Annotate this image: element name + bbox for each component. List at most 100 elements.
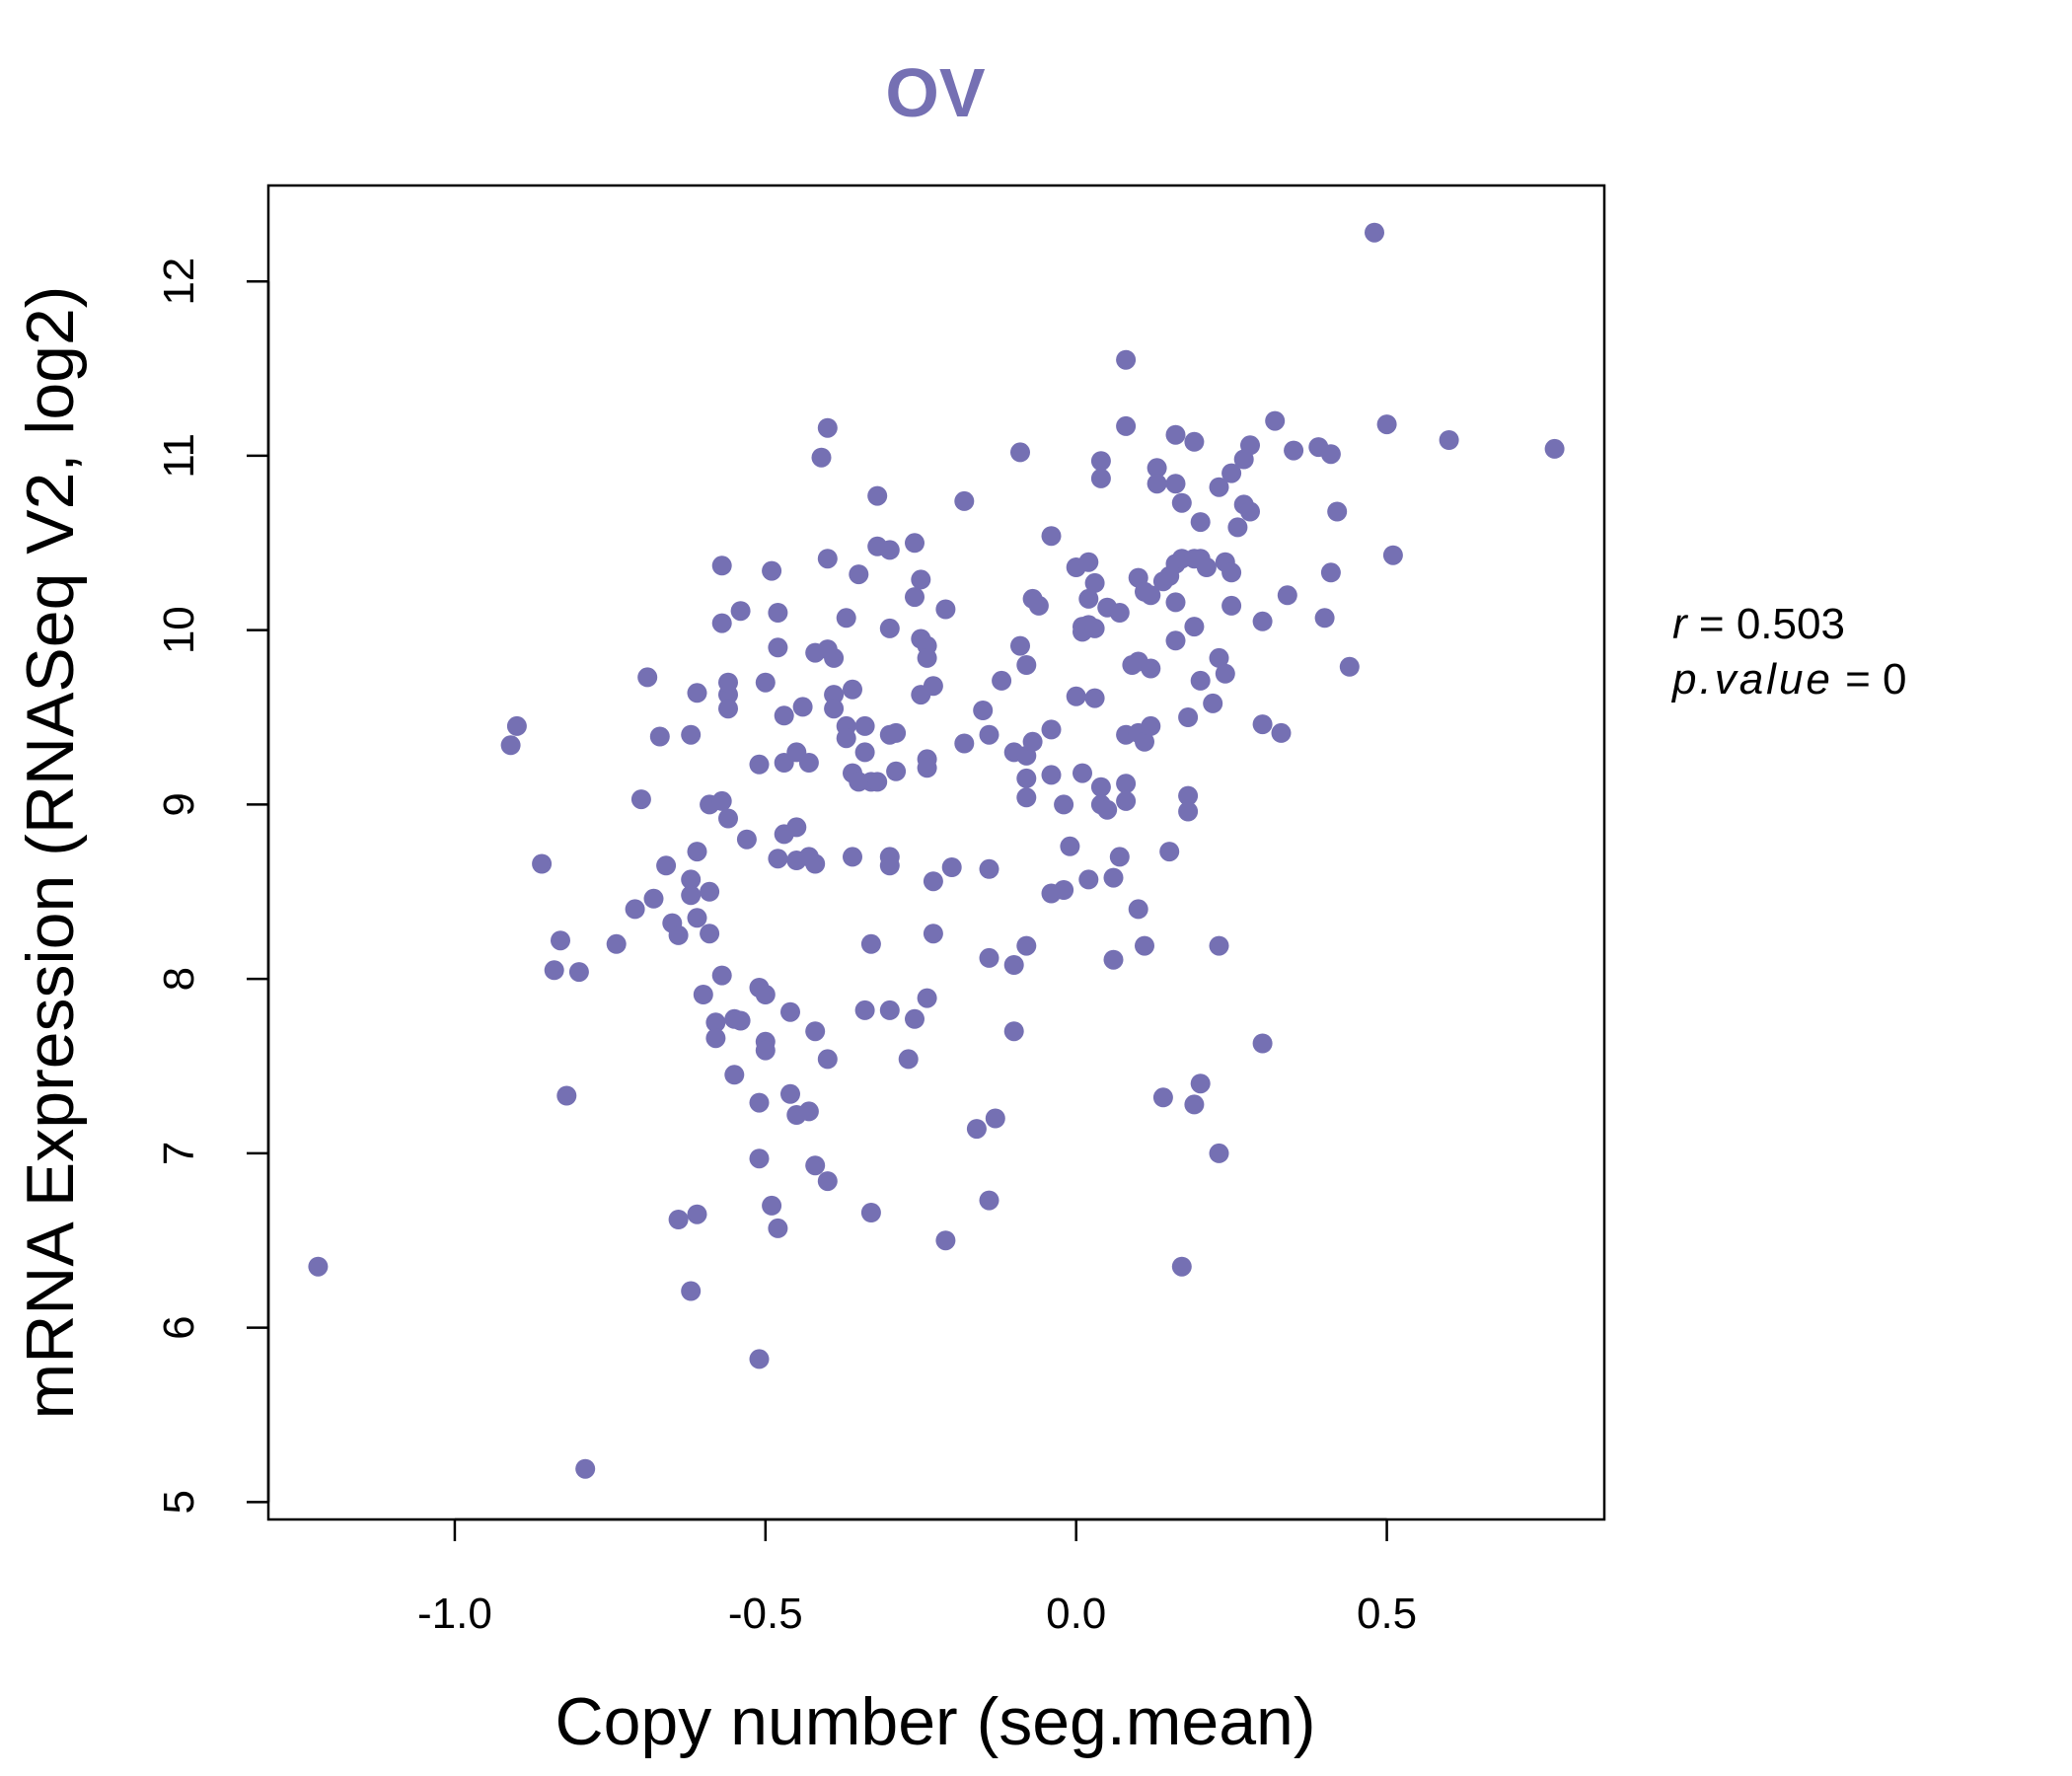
data-point: [905, 533, 925, 554]
data-point: [979, 858, 999, 879]
data-point: [1041, 765, 1062, 785]
data-point: [724, 1065, 745, 1085]
x-tick-label: 0.0: [1046, 1590, 1106, 1638]
data-point: [693, 985, 713, 1004]
data-point: [854, 742, 875, 763]
data-point: [1116, 774, 1137, 794]
data-point: [768, 1218, 788, 1238]
data-point: [817, 1171, 838, 1192]
data-point: [843, 847, 862, 867]
data-point: [749, 754, 770, 775]
data-point: [954, 490, 975, 511]
data-point: [1022, 731, 1043, 752]
data-point: [1028, 595, 1049, 616]
data-point: [1141, 585, 1161, 606]
data-point: [705, 1012, 726, 1033]
data-point: [1078, 552, 1099, 572]
data-point: [917, 988, 937, 1008]
data-point: [1190, 1073, 1211, 1094]
data-point: [805, 1021, 826, 1042]
data-point: [1016, 655, 1037, 675]
data-point: [668, 1210, 689, 1229]
data-point: [1184, 1094, 1205, 1115]
data-point: [1284, 440, 1304, 461]
chart-title: OV: [885, 54, 985, 131]
data-point: [687, 908, 707, 928]
data-point: [1109, 847, 1130, 867]
data-point: [1116, 349, 1137, 370]
data-point: [762, 1195, 782, 1216]
data-point: [905, 587, 925, 608]
data-point: [1215, 663, 1235, 684]
data-point: [681, 869, 702, 890]
data-point: [705, 1028, 726, 1049]
data-point: [973, 701, 994, 720]
y-tick-label: 10: [155, 606, 203, 654]
data-point: [911, 569, 931, 590]
data-point: [1171, 492, 1192, 513]
data-point: [979, 1190, 999, 1211]
data-point: [681, 885, 702, 906]
data-point: [1003, 955, 1024, 975]
data-point: [817, 417, 838, 438]
data-point: [1178, 707, 1199, 727]
data-point: [1365, 222, 1384, 243]
data-point: [954, 733, 975, 754]
data-point: [774, 705, 794, 726]
y-tick-label: 9: [155, 792, 203, 816]
data-point: [755, 1040, 776, 1061]
data-point: [798, 753, 819, 773]
data-point: [1171, 1256, 1192, 1277]
p-label: p.value: [1670, 655, 1833, 703]
data-point: [879, 999, 900, 1020]
data-point: [1165, 474, 1186, 494]
data-point: [1109, 603, 1130, 623]
data-point: [1209, 647, 1229, 668]
data-point: [886, 722, 907, 743]
data-point: [1016, 935, 1037, 956]
data-point: [1041, 719, 1062, 740]
data-point: [1209, 477, 1229, 497]
data-point: [755, 985, 776, 1004]
data-point: [817, 1049, 838, 1070]
data-point: [700, 881, 720, 902]
data-point: [867, 772, 888, 792]
data-point: [643, 888, 664, 909]
data-points: [308, 222, 1565, 1479]
data-point: [1165, 424, 1186, 445]
data-point: [1320, 444, 1341, 465]
data-point: [935, 1230, 956, 1251]
data-point: [854, 715, 875, 736]
data-point: [1240, 501, 1260, 522]
data-point: [798, 1101, 819, 1122]
x-tick-label: 0.5: [1357, 1590, 1417, 1638]
data-point: [1227, 517, 1248, 538]
data-point: [730, 601, 751, 622]
data-point: [941, 857, 962, 877]
data-point: [1209, 1143, 1229, 1163]
data-point: [1090, 451, 1111, 472]
data-point: [755, 672, 776, 693]
data-point: [1103, 949, 1124, 970]
data-point: [843, 679, 862, 700]
data-point: [544, 960, 564, 981]
data-point: [1116, 415, 1137, 436]
data-point: [780, 1001, 800, 1022]
data-point: [1054, 794, 1074, 815]
y-tick-label: 8: [155, 967, 203, 991]
data-point: [879, 855, 900, 876]
data-point: [879, 618, 900, 638]
data-point: [1016, 787, 1037, 808]
data-point: [1190, 670, 1211, 691]
data-point: [1084, 572, 1105, 593]
data-point: [1141, 658, 1161, 679]
data-point: [1090, 468, 1111, 488]
data-point: [985, 1108, 1005, 1129]
data-point: [656, 855, 677, 876]
data-point: [1010, 442, 1030, 463]
data-point: [1152, 1087, 1173, 1108]
data-point: [687, 842, 707, 862]
data-point: [1327, 501, 1348, 522]
data-point: [1016, 768, 1037, 788]
